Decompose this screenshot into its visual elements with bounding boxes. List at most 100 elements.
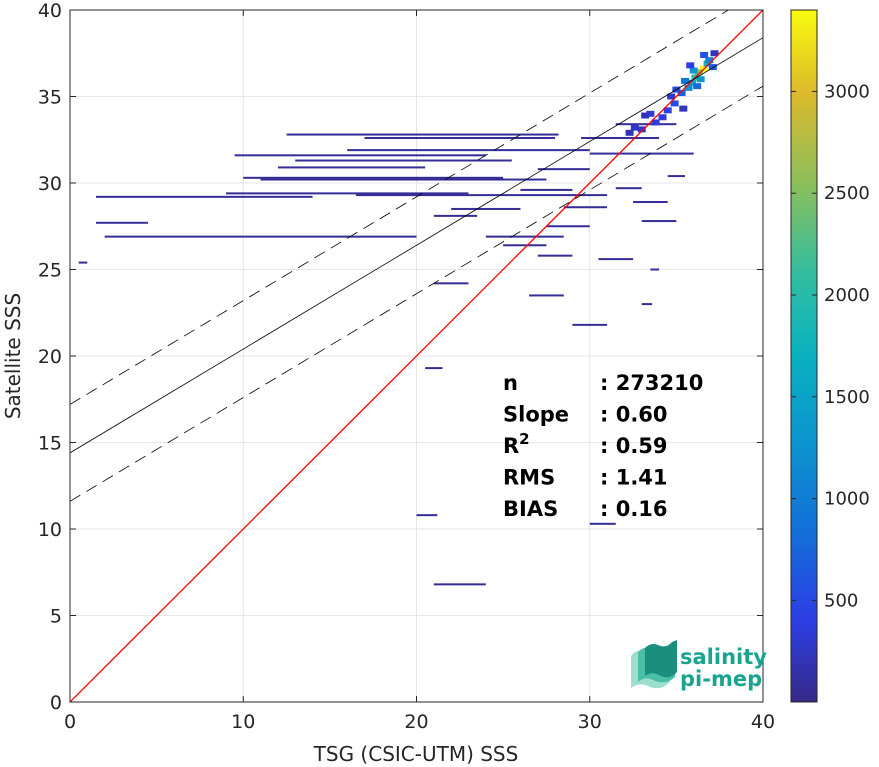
density-streak xyxy=(355,194,608,197)
regression-band-line xyxy=(70,85,763,502)
stat-value: : 0.59 xyxy=(600,434,668,458)
x-tick-label: 30 xyxy=(578,711,602,733)
density-streak xyxy=(433,583,486,586)
density-cell xyxy=(670,100,679,107)
stat-label: BIAS xyxy=(503,497,558,521)
regression-line xyxy=(70,37,763,454)
axis-ticks: 0 10 20 30 40 0 5 10 15 20 25 30 35 40 xyxy=(38,0,775,733)
density-streak xyxy=(615,123,677,126)
logo-text-line2: pi-mep xyxy=(680,667,762,691)
density-streak xyxy=(364,137,556,140)
density-cell xyxy=(625,129,634,136)
density-streak xyxy=(286,133,559,136)
density-streak xyxy=(641,220,677,223)
density-cell xyxy=(641,112,650,119)
density-streak xyxy=(225,192,469,195)
density-streak xyxy=(641,303,653,306)
density-cell xyxy=(646,110,655,117)
y-tick-label: 20 xyxy=(38,346,62,368)
y-tick-label: 25 xyxy=(38,260,62,282)
density-heatmap xyxy=(78,50,719,586)
stat-label: R2 xyxy=(503,430,530,458)
fit-lines xyxy=(70,10,763,702)
y-tick-label: 5 xyxy=(50,606,62,628)
x-tick-label: 0 xyxy=(64,711,76,733)
colorbar-tick-label: 2500 xyxy=(824,183,870,204)
x-axis-label: TSG (CSIC-UTM) SSS xyxy=(313,742,519,766)
density-cell xyxy=(667,93,676,100)
regression-band-line xyxy=(70,10,730,405)
logo-text-line1: salinity xyxy=(680,645,767,669)
density-cell xyxy=(687,79,696,86)
y-axis-label: Satellite SSS xyxy=(1,293,25,419)
density-streak xyxy=(95,221,148,224)
x-tick-label: 40 xyxy=(751,711,775,733)
y-tick-label: 30 xyxy=(38,173,62,195)
density-streak xyxy=(104,235,417,238)
density-streak xyxy=(260,178,547,181)
y-tick-label: 40 xyxy=(38,0,62,22)
density-streak xyxy=(451,207,521,210)
density-streak xyxy=(546,225,590,228)
density-streak xyxy=(633,201,668,204)
density-streak xyxy=(581,137,660,140)
density-cell xyxy=(658,114,667,121)
density-streak xyxy=(537,254,573,257)
density-streak xyxy=(433,282,469,285)
density-streak xyxy=(95,195,313,198)
stat-label: Slope xyxy=(503,403,569,427)
density-cell xyxy=(630,124,639,131)
density-cell xyxy=(689,67,698,74)
x-tick-label: 20 xyxy=(404,711,428,733)
stat-value: : 1.41 xyxy=(600,466,668,490)
y-tick-label: 35 xyxy=(38,87,62,109)
logo-wave-icon xyxy=(631,640,677,689)
density-streak xyxy=(529,294,564,297)
colorbar-gradient xyxy=(790,9,818,703)
stats-box: n : 273210 Slope : 0.60 R2 : 0.59 RMS : 1.41 BIA… xyxy=(503,371,703,521)
density-cell xyxy=(700,51,709,58)
density-cell xyxy=(684,84,693,91)
colorbar-tick-label: 1000 xyxy=(824,489,870,510)
density-streak xyxy=(503,244,547,247)
density-cell xyxy=(677,90,686,97)
density-cell xyxy=(694,69,703,76)
colorbar-tick-label: 1500 xyxy=(824,387,870,408)
density-cell xyxy=(663,107,672,114)
density-cell xyxy=(703,60,712,67)
density-streak xyxy=(537,168,590,171)
density-streak xyxy=(589,522,616,525)
density-cell xyxy=(681,77,690,84)
colorbar-tick-label: 2000 xyxy=(824,285,870,306)
y-tick-label: 10 xyxy=(38,519,62,541)
salinity-pi-mep-logo: salinity pi-mep xyxy=(631,640,767,691)
density-cell xyxy=(679,105,688,112)
density-streak xyxy=(563,206,608,209)
colorbar: 500 1000 1500 2000 2500 3000 xyxy=(790,9,870,703)
density-streak xyxy=(433,214,478,217)
density-streak xyxy=(485,235,564,238)
density-streak xyxy=(277,166,426,169)
density-cell xyxy=(637,126,646,133)
density-cell xyxy=(686,62,695,69)
density-streak xyxy=(425,367,443,370)
stat-label: n xyxy=(503,371,518,395)
y-tick-label: 0 xyxy=(50,692,62,714)
density-streak xyxy=(572,323,608,326)
colorbar-ticks: 500 1000 1500 2000 2500 3000 xyxy=(791,81,870,611)
density-streak xyxy=(589,152,694,155)
density-streak xyxy=(347,149,590,152)
density-cell xyxy=(710,50,719,57)
density-streak xyxy=(650,268,660,271)
x-tick-label: 10 xyxy=(231,711,255,733)
colorbar-tick-label: 3000 xyxy=(824,81,870,102)
density-cell xyxy=(696,76,705,83)
density-cell xyxy=(708,64,717,71)
density-streak xyxy=(78,261,88,264)
density-streak xyxy=(598,258,634,261)
density-streak xyxy=(243,176,504,179)
stat-value: : 0.60 xyxy=(600,403,668,427)
stat-value: : 273210 xyxy=(600,371,703,395)
stat-label: RMS xyxy=(503,466,555,490)
